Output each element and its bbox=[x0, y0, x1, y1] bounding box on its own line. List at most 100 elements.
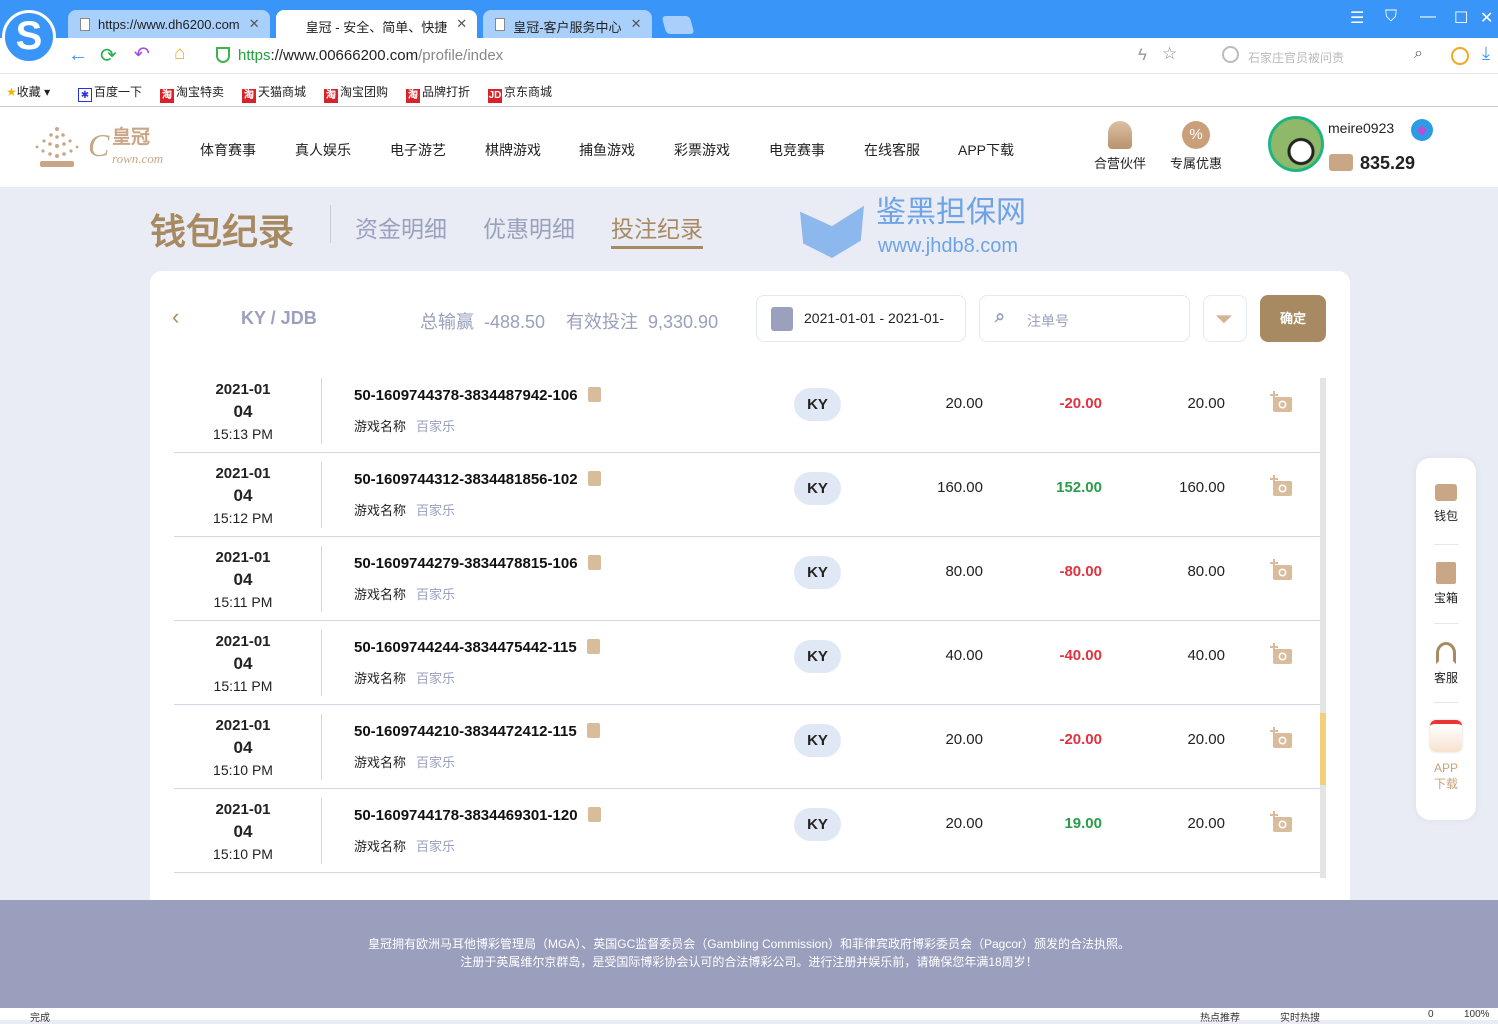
table-row[interactable]: 2021-01 04 15:11 PM 50-1609744244-38344754… bbox=[174, 621, 1320, 705]
nav-item[interactable]: 捕鱼游戏 bbox=[579, 142, 635, 158]
minimize-icon[interactable]: — bbox=[1420, 8, 1436, 25]
skin-icon[interactable]: ⛉ bbox=[1385, 8, 1398, 25]
refresh-icon[interactable]: ⟳ bbox=[100, 45, 117, 67]
table-row[interactable]: 2021-01 04 15:11 PM 50-1609744279-38344788… bbox=[174, 537, 1320, 621]
search-icon[interactable]: ⌕ bbox=[1414, 45, 1423, 62]
new-tab-button[interactable] bbox=[661, 16, 694, 34]
lightning-icon[interactable]: ϟ bbox=[1138, 45, 1147, 64]
nav-item[interactable]: APP下载 bbox=[958, 142, 1015, 158]
bet-id: 50-1609744279-3834478815-106 bbox=[354, 555, 601, 572]
partner-link[interactable]: 合营伙伴 bbox=[1090, 121, 1150, 172]
nav-item[interactable]: 体育赛事 bbox=[200, 142, 256, 158]
nav-item[interactable]: 在线客服 bbox=[864, 142, 920, 158]
close-tab-icon[interactable]: ✕ bbox=[456, 16, 468, 31]
table-row[interactable]: 2021-01 04 15:10 PM 50-1609744210-38344724… bbox=[174, 705, 1320, 789]
copy-icon[interactable] bbox=[587, 387, 601, 402]
sidebar-item-wallet[interactable]: 钱包 bbox=[1416, 484, 1476, 524]
back-icon[interactable]: ← bbox=[68, 44, 88, 66]
bookmark-brand[interactable]: 淘品牌打折 bbox=[406, 85, 471, 103]
home-icon[interactable]: ⌂ bbox=[174, 43, 186, 64]
add-screenshot-icon[interactable] bbox=[1269, 727, 1293, 751]
win-loss: -80.00 bbox=[1059, 563, 1102, 580]
headset-icon bbox=[1436, 642, 1456, 664]
zoom-level[interactable]: 100% bbox=[1464, 1009, 1490, 1020]
browser-search-input[interactable]: 石家庄官员被问责 bbox=[1248, 51, 1345, 65]
promo-link[interactable]: % 专属优惠 bbox=[1166, 121, 1226, 172]
bet-id: 50-1609744178-3834469301-120 bbox=[354, 807, 601, 824]
add-screenshot-icon[interactable] bbox=[1269, 811, 1293, 835]
win-loss: -40.00 bbox=[1059, 647, 1102, 664]
gift-icon bbox=[1436, 562, 1456, 584]
win-loss: -20.00 bbox=[1059, 731, 1102, 748]
back-chevron-icon[interactable]: ‹ bbox=[172, 304, 180, 329]
download-icon[interactable]: ⤓ bbox=[1482, 43, 1490, 63]
add-screenshot-icon[interactable] bbox=[1269, 391, 1293, 415]
table-row[interactable]: 2021-01 04 15:13 PM 50-1609744378-38344879… bbox=[174, 369, 1320, 453]
bet-id: 50-1609744312-3834481856-102 bbox=[354, 471, 601, 488]
realtime-link[interactable]: 实时热搜 bbox=[1280, 1013, 1320, 1024]
platform-badge: KY bbox=[794, 640, 841, 673]
table-row[interactable]: 2021-01 04 15:12 PM 50-1609744312-38344818… bbox=[174, 453, 1320, 537]
site-logo[interactable]: C 皇冠 rown.com bbox=[30, 123, 180, 173]
copy-icon[interactable] bbox=[586, 639, 600, 654]
scrollbar-thumb[interactable] bbox=[1320, 713, 1326, 785]
table-row[interactable]: 2021-01 04 15:10 PM 50-1609744178-38344693… bbox=[174, 789, 1320, 873]
tab-promo[interactable]: 优惠明细 bbox=[483, 216, 575, 242]
nav-item[interactable]: 真人娱乐 bbox=[295, 142, 351, 158]
browser-logo: S bbox=[2, 10, 56, 64]
filter-button[interactable]: ⏷ bbox=[1203, 295, 1247, 342]
nav-item[interactable]: 彩票游戏 bbox=[674, 142, 730, 158]
hot-link[interactable]: 热点推荐 bbox=[1200, 1013, 1240, 1024]
bookmark-jd[interactable]: JD 京东商城 bbox=[488, 85, 553, 103]
avatar[interactable] bbox=[1268, 116, 1324, 172]
bookmark-taobao[interactable]: 淘淘宝特卖 bbox=[160, 85, 225, 103]
nav-item[interactable]: 棋牌游戏 bbox=[485, 142, 541, 158]
browser-tab-active[interactable]: 皇冠 - 安全、简单、快捷 ✕ bbox=[275, 10, 478, 38]
bookmark-baidu[interactable]: ✱ 百度一下 bbox=[78, 83, 142, 102]
page-title: 钱包纪录 bbox=[150, 211, 295, 252]
url-input[interactable]: https://www.00666200.com/profile/index bbox=[238, 47, 504, 64]
tab-bets[interactable]: 投注纪录 bbox=[611, 210, 703, 249]
scrollbar[interactable] bbox=[1320, 378, 1326, 878]
close-tab-icon[interactable]: ✕ bbox=[248, 16, 260, 31]
valid-label: 有效投注 bbox=[566, 312, 638, 332]
bet-amount: 160.00 bbox=[937, 479, 983, 496]
copy-icon[interactable] bbox=[586, 723, 600, 738]
more-icon[interactable] bbox=[1451, 47, 1469, 65]
bookmark-tmall[interactable]: 淘天猫商城 bbox=[242, 85, 307, 103]
add-screenshot-icon[interactable] bbox=[1269, 559, 1293, 583]
valid-bet: 20.00 bbox=[1187, 731, 1225, 748]
close-tab-icon[interactable]: ✕ bbox=[630, 16, 642, 31]
sidebar-item-chest[interactable]: 宝箱 bbox=[1416, 562, 1476, 606]
browser-tab[interactable]: https://www.dh6200.com ✕ bbox=[68, 10, 270, 38]
game-name: 游戏名称 百家乐 bbox=[354, 503, 456, 518]
tab-funds[interactable]: 资金明细 bbox=[355, 216, 447, 242]
copy-icon[interactable] bbox=[587, 555, 601, 570]
bookmark-tuangou[interactable]: 淘淘宝团购 bbox=[324, 85, 389, 103]
sidebar-item-app[interactable]: APP下载 bbox=[1416, 720, 1476, 792]
nav-item[interactable]: 电子游艺 bbox=[390, 142, 446, 158]
menu-icon[interactable]: ☰ bbox=[1350, 10, 1365, 27]
bet-date: 2021-01 04 15:11 PM bbox=[213, 633, 273, 694]
maximize-icon[interactable]: ☐ bbox=[1454, 10, 1469, 27]
star-icon[interactable]: ☆ bbox=[1162, 44, 1178, 63]
copy-icon[interactable] bbox=[587, 471, 601, 486]
undo-icon[interactable]: ↶ bbox=[134, 44, 150, 65]
page-icon bbox=[80, 18, 90, 31]
add-screenshot-icon[interactable] bbox=[1269, 643, 1293, 667]
bet-amount: 20.00 bbox=[945, 815, 983, 832]
taobao-icon: 淘 bbox=[242, 89, 256, 103]
order-number-input[interactable]: ⌕ 注单号 bbox=[979, 295, 1190, 342]
date-range-picker[interactable]: 2021-01-01 - 2021-01- bbox=[756, 295, 966, 342]
browser-tab[interactable]: 皇冠-客户服务中心 ✕ bbox=[483, 10, 652, 38]
bet-date: 2021-01 04 15:10 PM bbox=[213, 717, 273, 778]
win-loss: 19.00 bbox=[1064, 815, 1102, 832]
close-window-icon[interactable]: ✕ bbox=[1480, 10, 1494, 27]
copy-icon[interactable] bbox=[587, 807, 601, 822]
bet-date: 2021-01 04 15:11 PM bbox=[213, 549, 273, 610]
sidebar-item-support[interactable]: 客服 bbox=[1416, 642, 1476, 686]
nav-item[interactable]: 电竞赛事 bbox=[769, 142, 825, 158]
add-screenshot-icon[interactable] bbox=[1269, 475, 1293, 499]
bookmark-favorites[interactable]: ★收藏 ▾ bbox=[6, 85, 51, 99]
confirm-button[interactable]: 确定 bbox=[1260, 295, 1326, 342]
